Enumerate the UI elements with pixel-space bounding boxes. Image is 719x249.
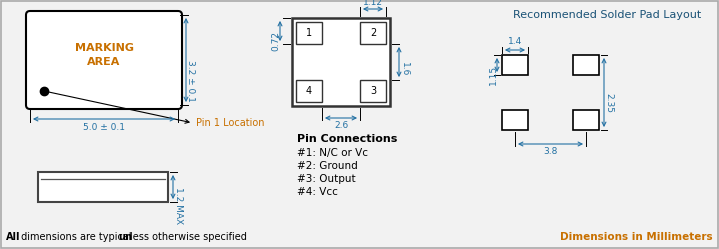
Text: 3: 3 <box>370 86 376 96</box>
Text: 1.15: 1.15 <box>488 65 498 85</box>
Text: 3.2 ± 0.1: 3.2 ± 0.1 <box>186 60 196 102</box>
Bar <box>292 18 390 106</box>
Text: All: All <box>6 232 21 242</box>
Text: dimensions are typical: dimensions are typical <box>18 232 132 242</box>
Text: #3: Output: #3: Output <box>297 174 356 184</box>
Bar <box>38 172 168 202</box>
Text: 2.35: 2.35 <box>605 92 613 113</box>
Bar <box>360 80 386 102</box>
Bar <box>502 110 528 130</box>
Text: 2.6: 2.6 <box>334 121 348 130</box>
Text: Pin Connections: Pin Connections <box>297 134 398 144</box>
Text: 1.6: 1.6 <box>400 62 408 76</box>
Text: less otherwise specified: less otherwise specified <box>130 232 247 242</box>
Text: 1.12: 1.12 <box>363 0 383 7</box>
Text: Dimensions in Millimeters: Dimensions in Millimeters <box>560 232 713 242</box>
Bar <box>573 55 599 75</box>
Bar <box>573 110 599 130</box>
Text: 1.2 MAX: 1.2 MAX <box>175 187 183 224</box>
Text: 3.8: 3.8 <box>544 147 558 156</box>
Text: 4: 4 <box>306 86 312 96</box>
Bar <box>296 80 322 102</box>
Text: 2: 2 <box>370 28 376 38</box>
Text: MARKING
AREA: MARKING AREA <box>75 43 134 67</box>
Text: 1.4: 1.4 <box>508 37 522 46</box>
Text: #1: N/C or Vc: #1: N/C or Vc <box>297 148 368 158</box>
Bar <box>502 55 528 75</box>
FancyBboxPatch shape <box>26 11 182 109</box>
Text: 5.0 ± 0.1: 5.0 ± 0.1 <box>83 123 125 132</box>
Text: 1: 1 <box>306 28 312 38</box>
Text: #2: Ground: #2: Ground <box>297 161 358 171</box>
Text: Recommended Solder Pad Layout: Recommended Solder Pad Layout <box>513 10 701 20</box>
Bar <box>296 22 322 44</box>
Text: #4: Vcc: #4: Vcc <box>297 187 338 197</box>
Text: un: un <box>118 232 132 242</box>
Text: 0.72: 0.72 <box>272 31 280 51</box>
Text: Pin 1 Location: Pin 1 Location <box>196 118 265 128</box>
Bar <box>360 22 386 44</box>
